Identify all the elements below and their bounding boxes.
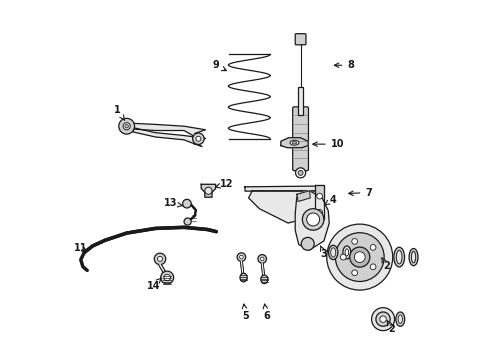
Circle shape xyxy=(237,253,245,261)
Ellipse shape xyxy=(290,140,299,145)
Polygon shape xyxy=(245,186,317,191)
Circle shape xyxy=(119,118,135,134)
Text: 7: 7 xyxy=(349,188,372,198)
Circle shape xyxy=(193,133,204,144)
Circle shape xyxy=(370,244,376,250)
Ellipse shape xyxy=(394,247,405,267)
Circle shape xyxy=(125,125,128,128)
Polygon shape xyxy=(133,128,205,147)
Polygon shape xyxy=(295,191,329,250)
Text: 13: 13 xyxy=(164,198,183,208)
Circle shape xyxy=(370,264,376,270)
FancyBboxPatch shape xyxy=(295,34,306,45)
Text: 1: 1 xyxy=(114,105,124,120)
Circle shape xyxy=(260,257,264,261)
Ellipse shape xyxy=(261,275,268,284)
Ellipse shape xyxy=(329,245,338,260)
Circle shape xyxy=(183,199,191,208)
Circle shape xyxy=(341,254,346,260)
Circle shape xyxy=(184,218,191,225)
Ellipse shape xyxy=(331,248,336,257)
Text: 11: 11 xyxy=(74,243,88,253)
Circle shape xyxy=(354,252,365,262)
Polygon shape xyxy=(133,123,205,140)
Circle shape xyxy=(335,233,384,282)
Circle shape xyxy=(240,255,243,259)
FancyBboxPatch shape xyxy=(293,107,309,171)
Circle shape xyxy=(196,136,201,141)
Ellipse shape xyxy=(293,141,296,144)
Text: 6: 6 xyxy=(263,304,270,321)
Text: 12: 12 xyxy=(216,179,233,189)
Circle shape xyxy=(164,274,171,281)
Circle shape xyxy=(302,209,324,230)
Circle shape xyxy=(350,247,370,267)
Polygon shape xyxy=(248,191,317,223)
Text: 4: 4 xyxy=(324,195,336,205)
Polygon shape xyxy=(297,191,310,202)
Ellipse shape xyxy=(345,249,349,256)
Circle shape xyxy=(298,170,303,175)
Text: 5: 5 xyxy=(243,304,249,321)
Bar xyxy=(298,87,303,116)
Circle shape xyxy=(352,270,358,276)
Circle shape xyxy=(161,271,173,284)
Circle shape xyxy=(317,193,322,199)
Circle shape xyxy=(123,123,130,130)
Ellipse shape xyxy=(343,246,351,259)
Ellipse shape xyxy=(396,312,405,326)
Circle shape xyxy=(371,308,394,330)
Text: 2: 2 xyxy=(382,258,390,271)
Circle shape xyxy=(295,168,306,178)
Circle shape xyxy=(157,256,163,261)
Ellipse shape xyxy=(396,250,402,264)
Ellipse shape xyxy=(409,248,418,266)
Text: 8: 8 xyxy=(334,60,354,70)
Circle shape xyxy=(352,239,358,244)
Text: 9: 9 xyxy=(212,60,226,71)
Polygon shape xyxy=(201,184,216,197)
Text: 14: 14 xyxy=(147,278,161,291)
Text: 3: 3 xyxy=(320,246,327,258)
Text: 10: 10 xyxy=(313,139,344,149)
Circle shape xyxy=(327,224,393,290)
Circle shape xyxy=(205,187,212,194)
Circle shape xyxy=(301,237,314,250)
Circle shape xyxy=(376,312,390,326)
Ellipse shape xyxy=(240,273,247,282)
Circle shape xyxy=(317,210,322,215)
Circle shape xyxy=(380,316,386,322)
Ellipse shape xyxy=(398,315,402,323)
Ellipse shape xyxy=(412,251,416,263)
Circle shape xyxy=(307,213,319,226)
Polygon shape xyxy=(281,138,308,148)
Polygon shape xyxy=(315,185,324,220)
Circle shape xyxy=(258,255,267,263)
Text: 2: 2 xyxy=(387,321,395,334)
Circle shape xyxy=(154,253,166,265)
